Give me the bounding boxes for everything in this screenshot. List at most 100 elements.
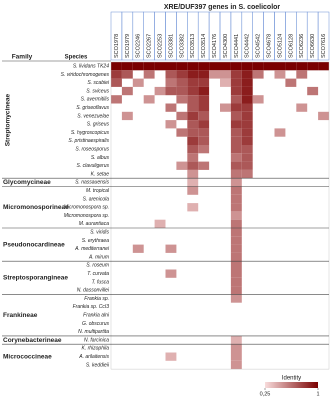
column-label: SCO4678 <box>267 34 273 58</box>
family-label: Streptosporangineae <box>3 275 68 282</box>
heat-cell <box>230 95 242 104</box>
heat-cell <box>241 128 253 137</box>
column-label: SCO3513 <box>190 34 196 58</box>
heat-cell <box>230 252 242 262</box>
heat-cell <box>154 62 166 71</box>
species-label: S. roseum <box>86 263 109 269</box>
heat-cell <box>230 352 242 361</box>
heat-cell <box>121 62 133 71</box>
heat-cell <box>198 161 210 170</box>
heat-cell <box>230 244 242 253</box>
heat-cell <box>187 95 199 104</box>
heat-cell <box>263 62 275 71</box>
heat-cell <box>165 70 177 79</box>
species-label: Frankia alni <box>83 312 110 318</box>
species-label: Frankia sp. CcI3 <box>73 304 110 310</box>
heat-cell <box>176 70 188 79</box>
family-label: Pseudonocardineae <box>3 241 65 248</box>
heat-cell <box>252 62 264 71</box>
heat-cell <box>285 62 297 71</box>
heat-cell <box>296 62 308 71</box>
species-label: M. aurantiaca <box>79 221 110 227</box>
heat-cell <box>230 111 242 121</box>
heat-cell <box>241 111 253 121</box>
heat-cell <box>111 95 122 104</box>
heat-cell <box>230 203 242 212</box>
heat-cell <box>111 78 122 87</box>
species-header: Species <box>65 55 88 61</box>
heat-cell <box>187 111 199 121</box>
heat-cell <box>187 86 199 96</box>
species-label: T. fusca <box>92 279 110 285</box>
column-label: SCO4176 <box>212 34 218 58</box>
species-label: M. tropical <box>86 188 110 194</box>
heat-cell <box>143 95 155 104</box>
column-label: SCO1979 <box>125 34 131 58</box>
heat-cell <box>176 95 188 104</box>
family-label: Corynebacterineae <box>3 337 62 344</box>
heat-cell <box>209 70 220 79</box>
heat-cell <box>274 128 286 137</box>
heat-cell <box>154 86 166 96</box>
heat-cell <box>241 153 253 162</box>
species-label: Frankia sp. <box>84 296 109 302</box>
heat-cell <box>241 145 253 154</box>
species-label: S. lividans TK24 <box>73 63 109 69</box>
heat-cell <box>241 62 253 71</box>
column-label: SCO4300 <box>223 34 229 58</box>
heat-cell <box>230 360 242 370</box>
heat-cell <box>230 269 242 278</box>
species-label: S. avermitilis <box>81 97 110 103</box>
species-label: A. mediterranei <box>74 246 110 252</box>
species-label: S. griseus <box>87 122 110 128</box>
column-box <box>317 11 330 61</box>
species-label: A. mirum <box>88 254 109 260</box>
heat-cell <box>165 103 177 112</box>
heat-cell <box>132 62 144 71</box>
heat-cell <box>230 211 242 220</box>
heat-cell <box>252 95 264 104</box>
species-label: S. sviceus <box>86 88 109 94</box>
heat-cell <box>165 244 177 253</box>
species-label: S. viridochromogenes <box>61 72 110 78</box>
legend-tick-label: 1 <box>316 391 319 397</box>
heat-cell <box>176 86 188 96</box>
heat-cell <box>230 261 242 270</box>
column-label: SCO5124 <box>277 34 283 58</box>
heat-cell <box>198 70 210 79</box>
column-label: SCO3514 <box>201 34 207 58</box>
heat-cell <box>230 153 242 162</box>
family-label: Streptomycineae <box>5 94 12 147</box>
heat-cell <box>187 70 199 79</box>
species-label: N. multipartita <box>78 329 109 335</box>
species-label: S. roseosporus <box>75 146 109 152</box>
heat-cell <box>132 78 144 87</box>
family-label: Glycomycineae <box>3 179 51 186</box>
heat-cell <box>176 111 188 121</box>
heat-cell <box>198 120 210 129</box>
heat-cell <box>241 161 253 170</box>
heat-cell <box>241 78 253 87</box>
heat-cell <box>230 120 242 129</box>
heat-cell <box>230 136 242 145</box>
species-label: Micromonospora sp. <box>64 213 109 219</box>
species-label: S. albus <box>91 155 110 161</box>
heat-cell <box>198 62 210 71</box>
heat-cell <box>285 78 297 87</box>
grid-frame <box>110 61 330 370</box>
heat-cell <box>241 120 253 129</box>
heat-cell <box>241 86 253 96</box>
heat-cell <box>187 78 199 87</box>
heat-cell <box>187 178 199 187</box>
heat-cell <box>198 111 210 121</box>
heat-cell <box>198 103 210 112</box>
heat-cell <box>187 136 199 145</box>
heat-cell <box>230 128 242 137</box>
heat-cell <box>252 70 264 79</box>
heat-cell <box>318 62 329 71</box>
heat-cell <box>165 62 177 71</box>
heat-cell <box>187 62 199 71</box>
heat-cell <box>198 78 210 87</box>
heat-cell <box>143 70 155 79</box>
